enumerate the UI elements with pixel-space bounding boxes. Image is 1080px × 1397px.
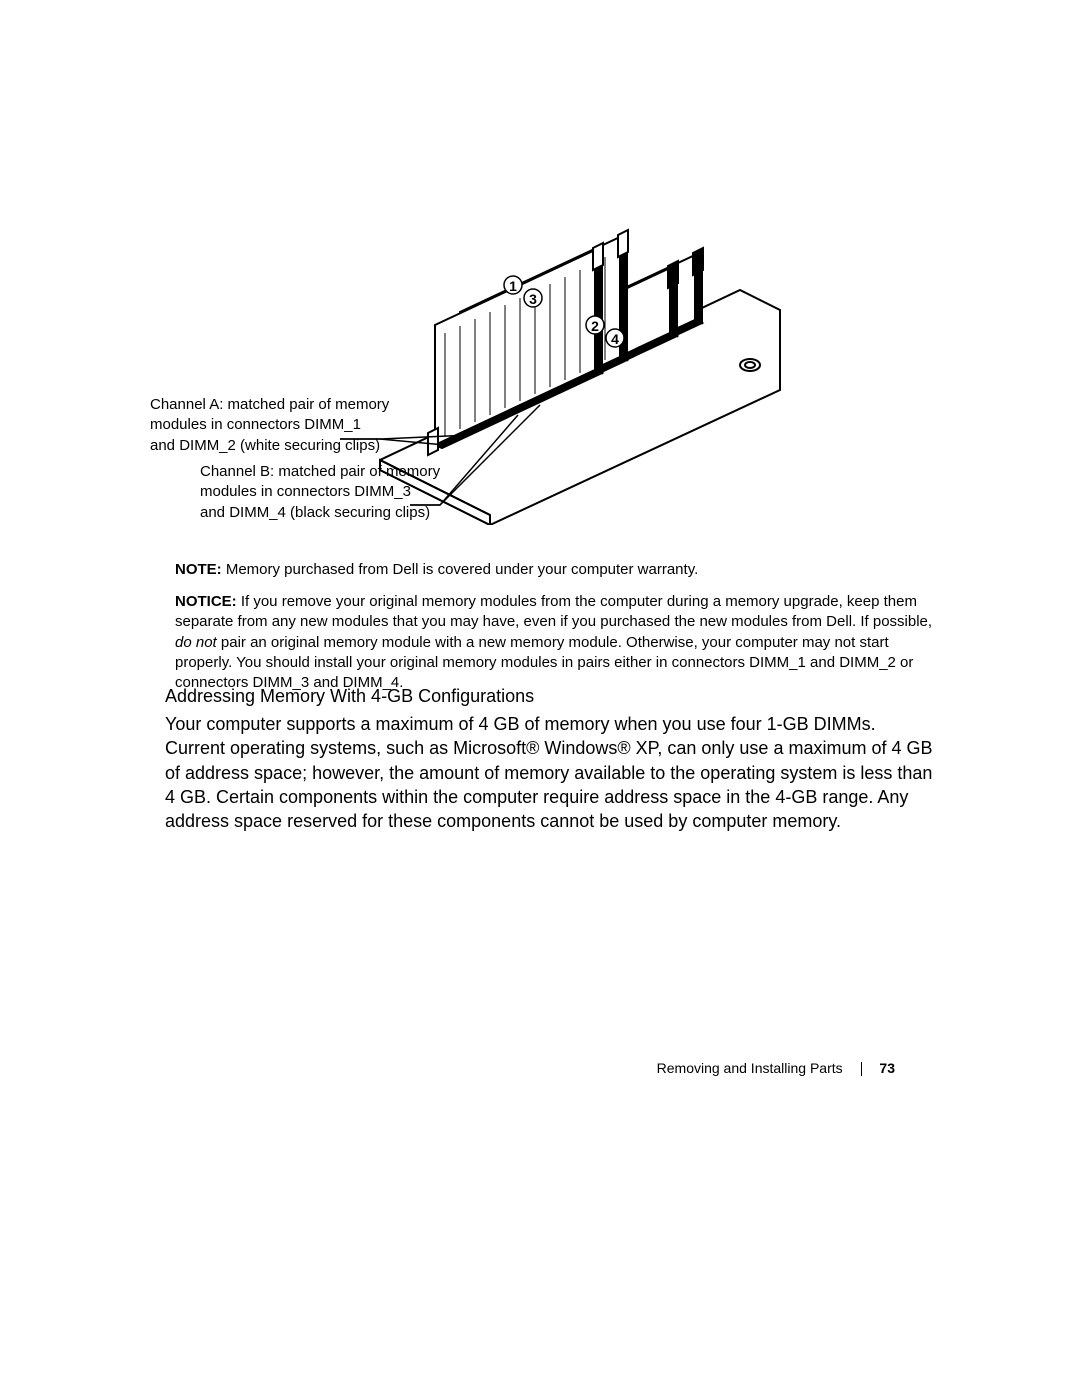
- label-channel-a: Channel A: matched pair of memory module…: [150, 395, 400, 456]
- note-prefix: NOTE:: [175, 561, 222, 578]
- callout-1: 1: [509, 278, 517, 294]
- notice-prefix: NOTICE:: [175, 593, 237, 610]
- footer-section: Removing and Installing Parts: [657, 1060, 843, 1076]
- notice-donot: do not: [175, 634, 217, 651]
- label-a-line1: Channel A: matched pair of memory: [150, 396, 389, 413]
- label-channel-b: Channel B: matched pair of memory module…: [200, 462, 450, 523]
- body-paragraph: Your computer supports a maximum of 4 GB…: [165, 712, 935, 833]
- label-b-line1: Channel B: matched pair of memory: [200, 463, 440, 480]
- manual-page: 1 3 2 4 Channel A: matched pair of memor…: [0, 0, 1080, 1397]
- label-b-line3: and DIMM_4 (black securing clips): [200, 504, 430, 521]
- callout-3: 3: [529, 291, 537, 307]
- label-a-line2: modules in connectors DIMM_1: [150, 416, 361, 433]
- notice-text-2: pair an original memory module with a ne…: [175, 634, 913, 692]
- note-text: Memory purchased from Dell is covered un…: [222, 561, 699, 578]
- footer-separator: [861, 1062, 862, 1076]
- label-b-line2: modules in connectors DIMM_3: [200, 483, 411, 500]
- footer-page-number: 73: [879, 1060, 895, 1076]
- callout-4: 4: [611, 331, 619, 347]
- note-block: NOTE: Memory purchased from Dell is cove…: [175, 560, 935, 580]
- label-a-line3: and DIMM_2 (white securing clips): [150, 437, 380, 454]
- notice-block: NOTICE: If you remove your original memo…: [175, 592, 935, 693]
- subheading-4gb: Addressing Memory With 4-GB Configuratio…: [165, 686, 534, 707]
- page-footer: Removing and Installing Parts 73: [0, 1060, 1080, 1076]
- callout-2: 2: [591, 318, 599, 334]
- notice-text-1: If you remove your original memory modul…: [175, 593, 932, 630]
